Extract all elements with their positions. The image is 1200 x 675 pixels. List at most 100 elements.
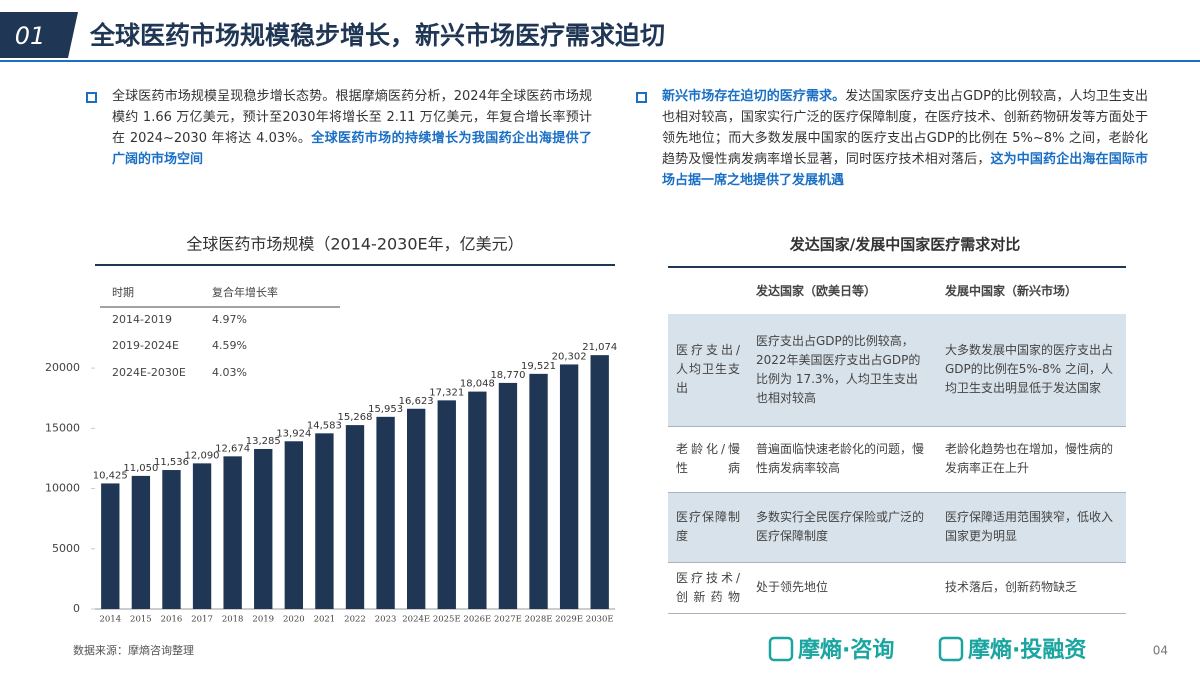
logo-icon [938,636,964,662]
table-header: 发展中国家（新兴市场） [937,266,1126,314]
inset-cell: 2014-2019 [112,313,172,326]
bar [498,382,518,609]
bar [437,400,456,609]
value-label: 19,521 [521,361,556,372]
value-label: 12,674 [215,443,250,454]
bar [590,355,609,609]
value-label: 12,090 [185,450,220,461]
x-tick-label: 2026E [463,615,491,625]
bar [376,416,395,609]
x-tick-label: 2014 [99,615,121,625]
inset-header: 时期 [112,286,134,299]
table-corner [668,266,748,314]
value-label: 11,050 [123,463,158,474]
bar [101,483,120,609]
chart-title: 全球医药市场规模（2014-2030E年，亿美元） [186,235,523,254]
bullet-text: 新兴市场存在迫切的医疗需求。发达国家医疗支出占GDP的比例较高，人均卫生支出也相… [662,86,1148,191]
inset-cell: 2019-2024E [112,339,179,352]
x-tick-label: 2023 [375,615,397,625]
x-tick-label: 2016 [161,615,183,625]
value-label: 10,425 [93,470,128,481]
x-tick-label: 2015 [130,615,152,625]
inset-cell: 4.03% [212,366,247,379]
source: 数据来源：摩熵咨询整理 [73,643,194,657]
number-badge [0,12,78,58]
value-label: 17,321 [429,387,464,398]
value-label: 21,074 [582,342,617,353]
value-label: 14,583 [307,420,342,431]
value-label: 13,924 [276,428,311,439]
logo-icon [768,636,794,662]
table-row-label: 医疗保障制度 [668,492,748,563]
table-row: 医疗技术/创新药物 处于领先地位 技术落后，创新药物缺乏 [668,562,1126,614]
value-label: 15,268 [338,412,373,423]
x-tick-label: 2030E [586,615,614,625]
slide-title: 全球医药市场规模稳步增长，新兴市场医疗需求迫切 [89,21,665,50]
x-tick-label: 2029E [555,615,583,625]
x-tick-label: 2025E [433,615,461,625]
bullet-part: 这为中国药企出海在国际市场占据一席之地提供了发展机遇 [662,152,1148,188]
table-row: 老龄化/慢性病 普遍面临快速老龄化的问题，慢性病发病率较高 老龄化趋势也在增加，慢性… [668,426,1126,493]
bar [315,433,334,609]
page-number: 04 [1153,644,1168,658]
comparison-table: 发达国家（欧美日等） 发展中国家（新兴市场） 医疗支出/人均卫生支出 医疗支出占GDP… [668,266,1126,614]
table-cell: 普遍面临快速老龄化的问题，慢性病发病率较高 [748,426,937,493]
x-tick-label: 2024E [402,615,430,625]
logo: 摩熵·咨询 [798,637,894,663]
table-cell: 处于领先地位 [748,562,937,614]
y-tick-label: 20000 [45,361,80,374]
value-label: 16,623 [399,396,434,407]
x-tick-label: 2027E [494,615,522,625]
table-header: 发达国家（欧美日等） [748,266,937,314]
bar [254,448,273,609]
bullet-part: 新兴市场存在迫切的医疗需求。 [662,89,846,104]
y-tick-label: 0 [73,602,80,615]
bar [131,475,151,609]
bullet-text: 全球医药市场规模呈现稳步增长态势。根据摩熵医药分析，2024年全球医药市场规模约… [112,86,592,170]
inset-cell: 2024E-2030E [112,366,186,379]
value-label: 13,285 [246,436,281,447]
x-tick-label: 2018 [222,615,244,625]
bullet-marker [86,92,97,103]
value-label: 11,536 [154,457,189,468]
table-row-label: 医疗支出/人均卫生支出 [668,314,748,427]
table-cell: 老龄化趋势也在增加，慢性病的发病率正在上升 [937,426,1126,493]
bar [192,463,212,609]
bar [284,441,303,609]
table-row: 医疗支出/人均卫生支出 医疗支出占GDP的比例较高，2022年美国医疗支出占GDP… [668,314,1126,427]
table-row: 医疗保障制度 多数实行全民医疗保险或广泛的医疗保障制度 医疗保障适用范围狭窄，低收入… [668,492,1126,563]
x-tick-label: 2022 [344,615,366,625]
bar [223,456,242,609]
table-header-row: 发达国家（欧美日等） 发展中国家（新兴市场） [668,266,1126,314]
table-cell: 大多数发展中国家的医疗支出占GDP的比例在5%-8% 之间，人均卫生支出明显低于… [937,314,1126,427]
bar [468,391,487,609]
table-cell: 技术落后，创新药物缺乏 [937,562,1126,614]
bar [559,364,579,609]
table-row-label: 老龄化/慢性病 [668,426,748,493]
value-label: 20,302 [552,351,587,362]
value-label: 18,048 [460,379,495,390]
bullet-part: 发达国家医疗支出占GDP的比例较高，人均卫生支出也相对较高，国家实行广泛的医疗保… [662,89,1148,167]
value-label: 15,953 [368,404,403,415]
section-number: 01 [15,22,46,50]
x-tick-label: 2028E [525,615,553,625]
table-row-label: 医疗技术/创新药物 [668,562,748,614]
inset-header: 复合年增长率 [212,285,278,299]
bar [162,470,181,609]
logo: 摩熵·投融资 [968,637,1086,663]
bullet-part: 全球医药市场的持续增长为我国药企出海提供了广阔的市场空间 [112,131,592,167]
y-tick-label: 10000 [45,482,80,495]
y-tick-label: 15000 [45,421,80,434]
table-cell: 医疗支出占GDP的比例较高，2022年美国医疗支出占GDP的比例为 17.3%，… [748,314,937,427]
inset-cell: 4.97% [212,313,247,326]
table-cell: 医疗保障适用范围狭窄，低收入国家更为明显 [937,492,1126,563]
table-cell: 多数实行全民医疗保险或广泛的医疗保障制度 [748,492,937,563]
bar [345,425,365,609]
y-tick-label: 5000 [52,542,80,555]
x-tick-label: 2020 [283,615,305,625]
x-tick-label: 2017 [191,615,213,625]
value-label: 18,770 [490,370,525,381]
bullet-part: 全球医药市场规模呈现稳步增长态势。根据摩熵医药分析，2024年全球医药市场规模约… [112,89,592,146]
